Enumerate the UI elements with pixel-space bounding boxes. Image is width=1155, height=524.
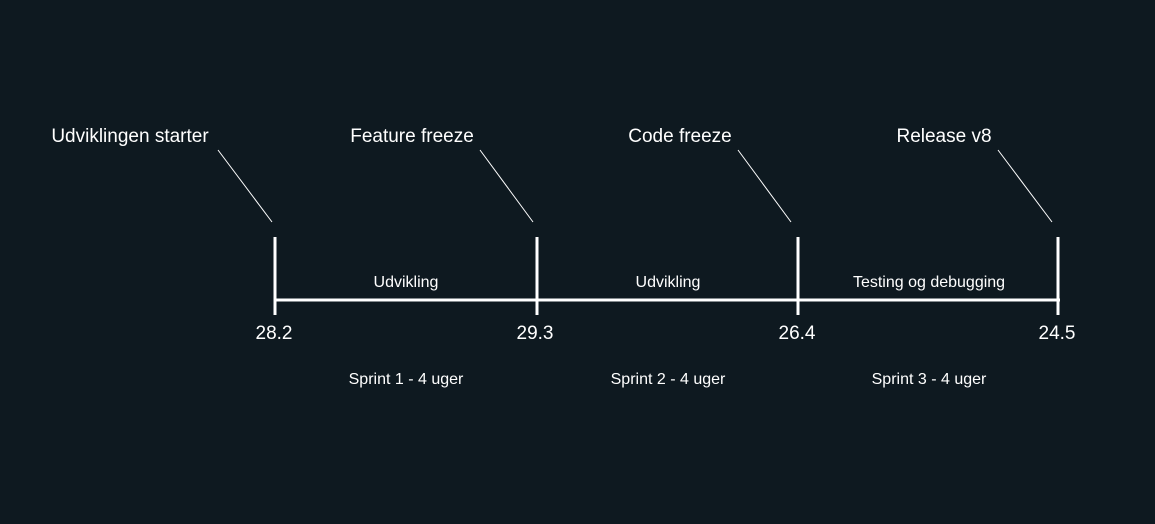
milestone-date-1: 28.2 — [255, 323, 293, 344]
milestone-leader-3 — [737, 149, 792, 223]
milestone-title-2: Feature freeze — [350, 126, 474, 147]
milestone-title-4: Release v8 — [896, 126, 992, 147]
sprint-label-3: Sprint 3 - 4 uger — [871, 371, 987, 388]
milestone-date-3: 26.4 — [778, 323, 816, 344]
sprint-label-2: Sprint 2 - 4 uger — [610, 371, 726, 388]
sprint-label-1: Sprint 1 - 4 uger — [348, 371, 464, 388]
milestone-leader-4 — [997, 149, 1053, 223]
milestone-title-3: Code freeze — [628, 126, 732, 147]
milestone-leader-1 — [217, 149, 273, 223]
phase-label-1: Udvikling — [373, 274, 439, 291]
milestone-date-4: 24.5 — [1038, 323, 1076, 344]
phase-label-2: Udvikling — [635, 274, 701, 291]
milestone-date-2: 29.3 — [516, 323, 554, 344]
milestone-title-1: Udviklingen starter — [51, 126, 209, 147]
milestone-leader-2 — [479, 149, 534, 223]
phase-label-3: Testing og debugging — [852, 274, 1006, 291]
